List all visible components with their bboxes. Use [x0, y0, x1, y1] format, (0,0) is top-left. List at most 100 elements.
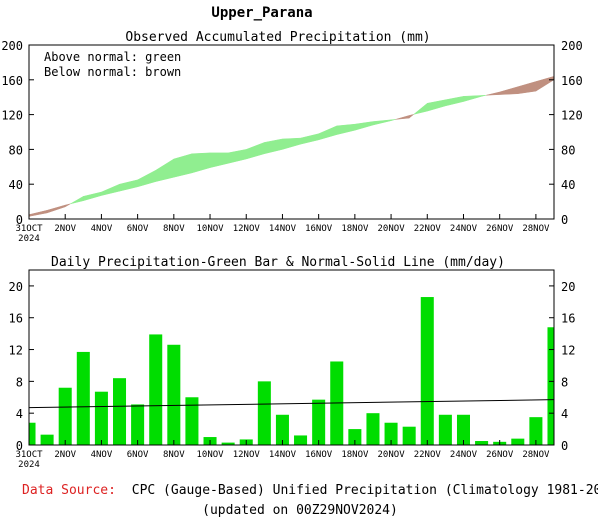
daily-precip-bar: [438, 414, 452, 445]
above-normal-area: [70, 195, 84, 205]
below-normal-area: [499, 86, 519, 95]
accumulated-xtick-label: 18NOV: [341, 224, 369, 234]
daily-ytick-label-left: 20: [9, 280, 23, 294]
daily-xtick-label: 14NOV: [269, 450, 297, 460]
daily-precip-bar: [113, 378, 127, 445]
above-normal-area: [83, 191, 102, 202]
daily-plot-frame: [28, 269, 555, 446]
accumulated-ytick-label-left: 0: [16, 213, 23, 227]
above-normal-area: [318, 125, 338, 141]
legend-above-normal: Above normal: green: [44, 50, 181, 64]
daily-normal-line: [28, 399, 555, 409]
daily-xtick-label: 22NOV: [414, 450, 442, 460]
above-normal-area: [481, 94, 487, 97]
below-normal-area: [486, 91, 500, 96]
updated-timestamp: (updated on 00Z29NOV2024): [202, 503, 398, 518]
above-normal-area: [372, 119, 392, 126]
daily-xtick-label: 18NOV: [341, 450, 369, 460]
below-normal-area: [46, 204, 66, 214]
accumulated-xtick-label: 14NOV: [269, 224, 297, 234]
accumulated-ytick-label-left: 40: [9, 178, 23, 192]
accumulated-ytick-label-right: 40: [561, 178, 575, 192]
above-normal-area: [427, 99, 446, 112]
above-normal-area: [354, 121, 374, 131]
daily-xtick-label: 8NOV: [163, 450, 185, 460]
daily-axes: 0 0 4 4 8 8 12 12 16 16 20 20 31OCT 2NOV 4NOV 6NOV 8NOV 1…: [9, 280, 576, 470]
daily-precip-bar: [294, 435, 308, 445]
below-normal-area: [535, 75, 555, 92]
accumulated-ytick-label-right: 80: [561, 143, 575, 157]
daily-xtick-label: 20NOV: [378, 450, 406, 460]
page-title: Upper_Parana: [211, 5, 312, 21]
daily-xtick-label: 2NOV: [54, 450, 76, 460]
daily-ytick-label-right: 16: [561, 312, 575, 326]
daily-precip-bar: [58, 387, 72, 445]
accumulated-xtick-label: 10NOV: [196, 224, 224, 234]
accumulated-xtick-label: 24NOV: [450, 224, 478, 234]
below-normal-area: [395, 115, 410, 120]
daily-precip-bar: [131, 404, 145, 445]
daily-precip-bar: [40, 434, 54, 445]
above-normal-area: [101, 183, 120, 196]
daily-precip-bar: [149, 334, 163, 445]
accumulated-ytick-label-right: 0: [561, 213, 568, 227]
accumulated-chart-title: Observed Accumulated Precipitation (mm): [125, 30, 430, 45]
accumulated-xtick-label: 16NOV: [305, 224, 333, 234]
accumulated-xtick-label: 28NOV: [522, 224, 550, 234]
daily-xtick-label: 26NOV: [486, 450, 514, 460]
daily-precip-bar: [547, 327, 554, 445]
accumulated-ytick-label-right: 120: [561, 109, 583, 123]
accumulated-chart: Observed Accumulated Precipitation (mm) …: [1, 30, 582, 244]
accumulated-ytick-label-right: 200: [561, 39, 583, 53]
below-normal-area: [28, 209, 48, 217]
daily-chart-title: Daily Precipitation-Green Bar & Normal-S…: [51, 255, 505, 270]
accumulated-ytick-label-left: 120: [1, 109, 23, 123]
daily-precip-bar: [94, 391, 108, 445]
accumulated-xtick-year-label: 2024: [18, 234, 40, 244]
daily-xtick-label: 6NOV: [127, 450, 149, 460]
below-normal-area: [517, 81, 537, 95]
data-source-label: Data Source:: [22, 483, 116, 498]
daily-plot-area: [28, 297, 555, 445]
daily-precip-bar: [76, 351, 90, 445]
above-normal-area: [390, 119, 396, 122]
daily-precip-bar: [420, 297, 434, 445]
daily-xtick-label: 16NOV: [305, 450, 333, 460]
below-normal-area: [408, 114, 414, 119]
daily-xtick-label: 31OCT: [15, 450, 43, 460]
accumulated-xtick-label: 31OCT: [15, 224, 43, 234]
daily-ytick-label-right: 12: [561, 344, 575, 358]
daily-chart: Daily Precipitation-Green Bar & Normal-S…: [9, 255, 576, 470]
daily-precip-bar: [366, 413, 380, 445]
daily-ytick-label-right: 8: [561, 375, 568, 389]
above-normal-area: [137, 169, 156, 188]
daily-precip-bar: [384, 422, 398, 445]
legend-below-normal: Below normal: brown: [44, 65, 181, 79]
daily-ytick-label-right: 4: [561, 407, 568, 421]
accumulated-ytick-label-left: 160: [1, 74, 23, 88]
daily-precip-bar: [348, 429, 362, 445]
daily-ytick-label-right: 20: [561, 280, 575, 294]
daily-ytick-label-left: 4: [16, 407, 23, 421]
daily-precip-bar: [275, 414, 289, 445]
accumulated-xtick-label: 12NOV: [233, 224, 261, 234]
accumulated-axes: 0 0 40 40 80 80 120 120 160 160 200 200 31OCT 2NOV 4NO…: [1, 39, 582, 244]
data-source: Data Source: CPC (Gauge-Based) Unified P…: [22, 483, 598, 498]
above-normal-area: [227, 149, 247, 164]
daily-precip-bar: [475, 441, 489, 445]
accumulated-xtick-label: 26NOV: [486, 224, 514, 234]
daily-xtick-label: 28NOV: [522, 450, 550, 460]
above-normal-area: [264, 138, 283, 155]
daily-ytick-label-right: 0: [561, 439, 568, 453]
above-normal-area: [173, 153, 193, 178]
above-normal-area: [336, 123, 356, 135]
daily-precip-bar: [167, 344, 181, 445]
daily-precip-bar: [511, 438, 525, 445]
accumulated-xtick-label: 4NOV: [91, 224, 113, 234]
daily-xtick-label: 10NOV: [196, 450, 224, 460]
daily-precip-bar: [312, 399, 326, 445]
daily-ytick-label-left: 8: [16, 375, 23, 389]
above-normal-area: [463, 95, 482, 102]
below-normal-area: [64, 203, 71, 208]
daily-precip-bar: [456, 414, 470, 445]
